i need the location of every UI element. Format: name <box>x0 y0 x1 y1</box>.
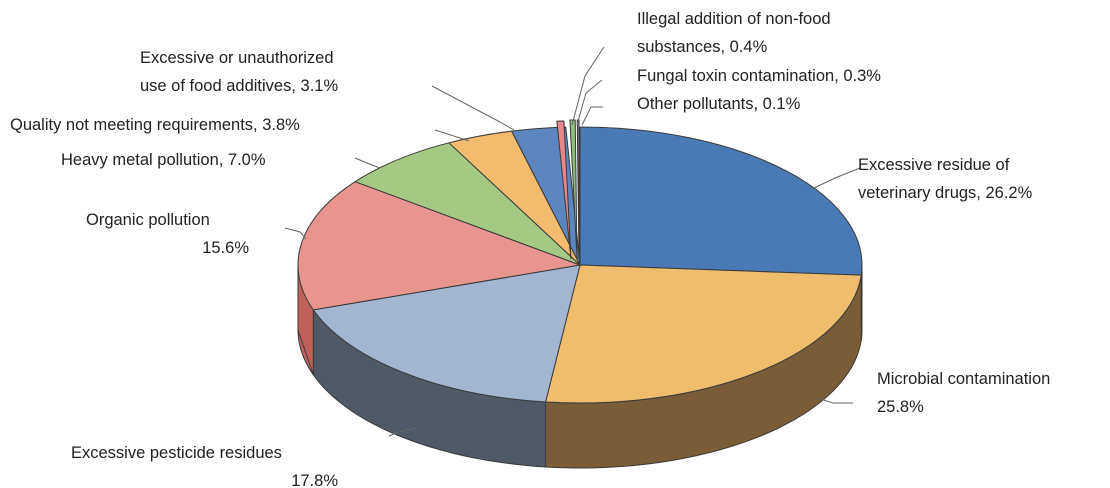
slice-labels: Excessive residue of veterinary drugs, 26… <box>10 10 1050 488</box>
slice-label-6-line-1: use of food additives, 3.1% <box>140 77 338 95</box>
pie-slice-7 <box>556 120 572 260</box>
slice-label-2-line-0: Excessive pesticide residues <box>71 444 282 462</box>
slice-label-7-line-0: Illegal addition of non-food <box>637 10 831 28</box>
slice-label-0-line-1: veterinary drugs, 26.2% <box>858 184 1033 202</box>
leader-line-6 <box>431 85 515 131</box>
slice-label-1-line-0: Microbial contamination <box>877 370 1050 388</box>
slice-label-1-line-1: 25.8% <box>877 398 924 416</box>
pie-slice-2 <box>312 264 581 403</box>
slice-label-7-line-1: substances, 0.4% <box>637 38 768 56</box>
pie-slice-1 <box>545 264 862 404</box>
slice-label-3-line-1: 15.6% <box>202 239 249 257</box>
leader-line-8 <box>576 79 603 126</box>
pie-tops <box>297 119 863 404</box>
slice-label-0-line-0: Excessive residue of <box>858 156 1010 174</box>
slice-label-3-line-0: Organic pollution <box>86 211 210 229</box>
leader-line-4 <box>354 157 381 169</box>
slice-label-5-line-0: Quality not meeting requirements, 3.8% <box>10 116 300 134</box>
slice-label-4-line-0: Heavy metal pollution, 7.0% <box>61 151 266 169</box>
leader-line-1 <box>816 397 853 404</box>
leader-line-3 <box>284 227 307 240</box>
slice-label-6-line-0: Excessive or unauthorized <box>140 49 334 67</box>
leader-line-5 <box>434 129 470 142</box>
pie-slice-3 <box>297 181 581 311</box>
leader-line-0 <box>811 167 861 190</box>
slice-label-9-line-0: Other pollutants, 0.1% <box>637 95 801 113</box>
slice-label-2-line-1: 17.8% <box>291 472 338 488</box>
leader-line-7 <box>571 46 605 126</box>
slice-label-8-line-0: Fungal toxin contamination, 0.3% <box>637 67 881 85</box>
pie-slice-0 <box>579 126 863 276</box>
pie-slice-8 <box>569 119 578 259</box>
leader-line-9 <box>581 106 603 126</box>
leader-lines <box>284 46 861 437</box>
pie-slice-4 <box>354 142 581 266</box>
leader-line-2 <box>388 427 417 437</box>
